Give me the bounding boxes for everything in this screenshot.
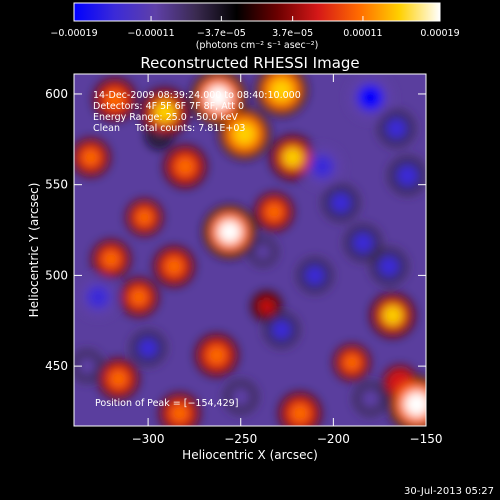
cold-spot bbox=[77, 357, 97, 376]
cold-spot bbox=[378, 255, 400, 277]
x-tick-label: −300 bbox=[132, 432, 165, 446]
hot-spot bbox=[270, 79, 293, 102]
cold-spot bbox=[310, 155, 334, 178]
x-tick-label: −250 bbox=[224, 432, 257, 446]
y-tick-label: 550 bbox=[45, 178, 68, 192]
hot-spot bbox=[217, 220, 242, 244]
axis-ticks: −300 −250 −200 −150 450 500 550 600 bbox=[45, 74, 442, 446]
colorbar-tick-label: −3.7e−05 bbox=[197, 28, 246, 39]
annotation-energy-range: Energy Range: 25.0 - 50.0 keV bbox=[93, 112, 238, 123]
colorbar-unit-label: (photons cm⁻² s⁻¹ asec⁻²) bbox=[196, 40, 319, 51]
x-tick-label: −200 bbox=[317, 432, 350, 446]
cold-spot bbox=[138, 338, 159, 358]
hot-spot bbox=[290, 403, 310, 423]
hot-spot bbox=[404, 391, 426, 417]
colorbar-tick-label: −0.00019 bbox=[50, 28, 97, 39]
colorbar-ticks: −0.00019 −0.00011 −3.7e−05 3.7e−05 0.00011 0.… bbox=[50, 16, 460, 39]
colorbar-tick-label: −0.00011 bbox=[127, 28, 174, 39]
peak-position-label: Position of Peak = [−154,429] bbox=[95, 398, 238, 409]
cold-spot bbox=[151, 128, 167, 143]
hot-spot bbox=[82, 148, 100, 167]
annotation-time-range: 14-Dec-2009 08:39:24.000 to 08:40:10.000 bbox=[93, 90, 301, 101]
x-axis-label: Heliocentric X (arcsec) bbox=[182, 448, 318, 462]
hot-spot bbox=[102, 250, 120, 268]
annotation-total-counts: Clean Total counts: 7.81E+03 bbox=[93, 123, 245, 134]
cold-spot bbox=[304, 265, 325, 286]
hot-spot bbox=[259, 299, 274, 314]
x-tick-label: −150 bbox=[410, 432, 443, 446]
cold-spot bbox=[254, 243, 272, 260]
annotation-detectors: Detectors: 4F 5F 6F 7F 8F, Att 0 bbox=[93, 101, 244, 112]
hot-spot bbox=[105, 89, 125, 109]
plot-frame bbox=[73, 73, 427, 427]
cold-spot bbox=[360, 389, 380, 409]
hot-spot bbox=[130, 288, 148, 306]
hot-spot bbox=[164, 257, 184, 276]
heatmap bbox=[74, 74, 426, 426]
y-tick-label: 500 bbox=[45, 268, 68, 282]
hot-spot bbox=[153, 101, 176, 123]
hot-spot bbox=[343, 354, 361, 371]
colorbar-tick-label: 3.7e−05 bbox=[272, 28, 313, 39]
colorbar-tick-label: 0.00011 bbox=[343, 28, 382, 39]
colorbar-tick-label: 0.00019 bbox=[420, 28, 459, 39]
cold-spot bbox=[231, 387, 251, 407]
hot-spot bbox=[207, 345, 227, 365]
chart-title: Reconstructed RHESSI Image bbox=[140, 54, 359, 72]
y-tick-label: 450 bbox=[45, 359, 68, 373]
cold-spot bbox=[271, 319, 292, 340]
hot-spot bbox=[175, 157, 195, 177]
hot-spot bbox=[109, 369, 128, 388]
hot-spot bbox=[265, 203, 283, 221]
cold-spot bbox=[86, 285, 110, 309]
cold-spot bbox=[357, 84, 384, 111]
hot-spot bbox=[382, 305, 403, 326]
hot-spot bbox=[206, 85, 231, 110]
y-tick-label: 600 bbox=[45, 87, 68, 101]
colorbar bbox=[73, 2, 441, 22]
cold-spot bbox=[330, 192, 352, 214]
hot-spot bbox=[282, 147, 303, 168]
cold-spot bbox=[385, 118, 407, 139]
y-axis-label: Heliocentric Y (arcsec) bbox=[27, 183, 41, 318]
hot-spot bbox=[233, 122, 256, 146]
hot-spot bbox=[136, 209, 153, 226]
hot-spot bbox=[170, 404, 189, 423]
cold-spot bbox=[352, 232, 374, 254]
plot-timestamp: 30-Jul-2013 05:27 bbox=[404, 486, 494, 497]
cold-spot bbox=[396, 164, 419, 187]
